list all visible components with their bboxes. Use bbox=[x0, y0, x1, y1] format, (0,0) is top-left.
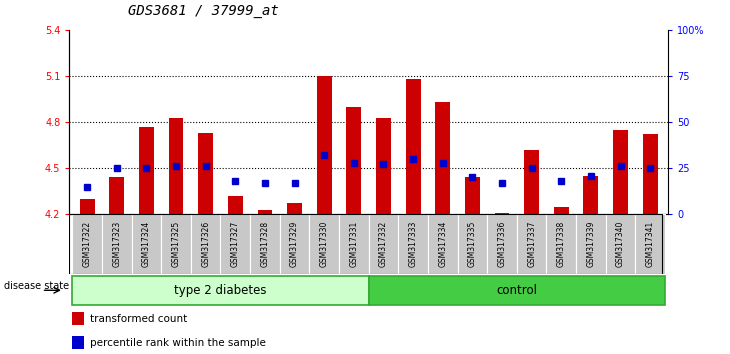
Bar bbox=[554, 206, 569, 214]
Bar bbox=[110, 177, 124, 214]
Text: GSM317335: GSM317335 bbox=[468, 221, 477, 268]
Bar bbox=[495, 213, 510, 214]
Bar bbox=[487, 214, 517, 274]
Text: GSM317333: GSM317333 bbox=[409, 221, 418, 268]
Text: GSM317334: GSM317334 bbox=[438, 221, 447, 268]
Text: GSM317337: GSM317337 bbox=[527, 221, 536, 268]
Bar bbox=[458, 214, 487, 274]
Text: disease state: disease state bbox=[4, 281, 69, 291]
Bar bbox=[287, 204, 302, 214]
Bar bbox=[376, 118, 391, 214]
Text: GSM317324: GSM317324 bbox=[142, 221, 151, 267]
Text: GSM317340: GSM317340 bbox=[616, 221, 625, 268]
Bar bbox=[524, 150, 539, 214]
Bar bbox=[642, 135, 658, 214]
Bar bbox=[339, 214, 369, 274]
Bar bbox=[369, 214, 399, 274]
Text: GSM317323: GSM317323 bbox=[112, 221, 121, 267]
Bar bbox=[576, 214, 606, 274]
Bar bbox=[435, 102, 450, 214]
Text: type 2 diabetes: type 2 diabetes bbox=[174, 284, 266, 297]
Text: GSM317327: GSM317327 bbox=[231, 221, 239, 267]
Text: GSM317332: GSM317332 bbox=[379, 221, 388, 267]
Bar bbox=[399, 214, 428, 274]
Bar bbox=[613, 130, 628, 214]
Bar bbox=[583, 176, 599, 214]
Text: GSM317326: GSM317326 bbox=[201, 221, 210, 267]
Text: GSM317329: GSM317329 bbox=[290, 221, 299, 267]
Text: percentile rank within the sample: percentile rank within the sample bbox=[91, 337, 266, 348]
Text: GSM317341: GSM317341 bbox=[645, 221, 655, 267]
Bar bbox=[80, 199, 95, 214]
Bar bbox=[191, 214, 220, 274]
Text: GSM317331: GSM317331 bbox=[350, 221, 358, 267]
Text: transformed count: transformed count bbox=[91, 314, 188, 324]
Bar bbox=[347, 107, 361, 214]
Bar bbox=[258, 210, 272, 214]
Text: GSM317339: GSM317339 bbox=[586, 221, 596, 268]
Bar bbox=[169, 118, 183, 214]
Bar bbox=[72, 336, 84, 349]
Text: GSM317338: GSM317338 bbox=[557, 221, 566, 267]
Text: GDS3681 / 37999_at: GDS3681 / 37999_at bbox=[128, 4, 279, 18]
Bar bbox=[72, 312, 84, 325]
Text: GSM317322: GSM317322 bbox=[82, 221, 92, 267]
Text: GSM317325: GSM317325 bbox=[172, 221, 180, 267]
Bar bbox=[547, 214, 576, 274]
Text: control: control bbox=[496, 284, 537, 297]
Bar bbox=[428, 214, 458, 274]
Text: GSM317328: GSM317328 bbox=[261, 221, 269, 267]
Bar bbox=[517, 214, 547, 274]
Bar bbox=[606, 214, 635, 274]
Bar bbox=[228, 196, 242, 214]
Bar bbox=[72, 276, 369, 304]
Bar bbox=[250, 214, 280, 274]
Text: GSM317330: GSM317330 bbox=[320, 221, 328, 268]
Bar bbox=[465, 177, 480, 214]
Bar bbox=[220, 214, 250, 274]
Bar bbox=[317, 76, 331, 214]
Bar bbox=[406, 79, 420, 214]
Bar bbox=[199, 133, 213, 214]
Bar bbox=[280, 214, 310, 274]
Bar bbox=[161, 214, 191, 274]
Bar bbox=[139, 127, 154, 214]
Bar bbox=[369, 276, 665, 304]
Text: GSM317336: GSM317336 bbox=[498, 221, 507, 268]
Bar bbox=[310, 214, 339, 274]
Bar bbox=[72, 214, 102, 274]
Bar bbox=[635, 214, 665, 274]
Bar bbox=[131, 214, 161, 274]
Bar bbox=[102, 214, 131, 274]
